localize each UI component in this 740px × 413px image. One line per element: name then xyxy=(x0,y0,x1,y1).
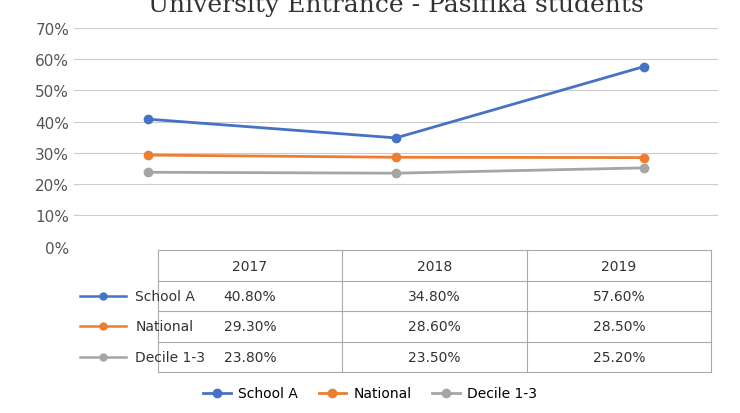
Title: University Entrance - Pasifika students: University Entrance - Pasifika students xyxy=(148,0,644,17)
Text: Decile 1-3: Decile 1-3 xyxy=(135,350,205,364)
Decile 1-3 xyxy=(391,171,400,176)
Text: 23.80%: 23.80% xyxy=(223,350,276,364)
Decile 1-3 xyxy=(144,170,152,175)
Text: 25.20%: 25.20% xyxy=(593,350,645,364)
Text: 23.50%: 23.50% xyxy=(408,350,461,364)
National xyxy=(639,156,648,161)
School A xyxy=(639,65,648,70)
School A xyxy=(391,136,400,141)
Text: National: National xyxy=(135,320,193,334)
Legend: School A, National, Decile 1-3: School A, National, Decile 1-3 xyxy=(198,381,542,406)
Text: 57.60%: 57.60% xyxy=(593,289,645,303)
Text: 28.50%: 28.50% xyxy=(593,320,645,334)
National xyxy=(144,153,152,158)
Text: 28.60%: 28.60% xyxy=(408,320,461,334)
Text: School A: School A xyxy=(135,289,195,303)
Text: 34.80%: 34.80% xyxy=(408,289,461,303)
Text: 29.30%: 29.30% xyxy=(223,320,276,334)
Decile 1-3 xyxy=(639,166,648,171)
School A xyxy=(144,117,152,122)
Text: 40.80%: 40.80% xyxy=(223,289,276,303)
Line: Decile 1-3: Decile 1-3 xyxy=(144,164,648,178)
Text: 2018: 2018 xyxy=(417,259,452,273)
Text: 2019: 2019 xyxy=(602,259,636,273)
National xyxy=(391,155,400,160)
Line: National: National xyxy=(144,152,648,162)
Text: 2017: 2017 xyxy=(232,259,268,273)
Line: School A: School A xyxy=(144,63,648,143)
